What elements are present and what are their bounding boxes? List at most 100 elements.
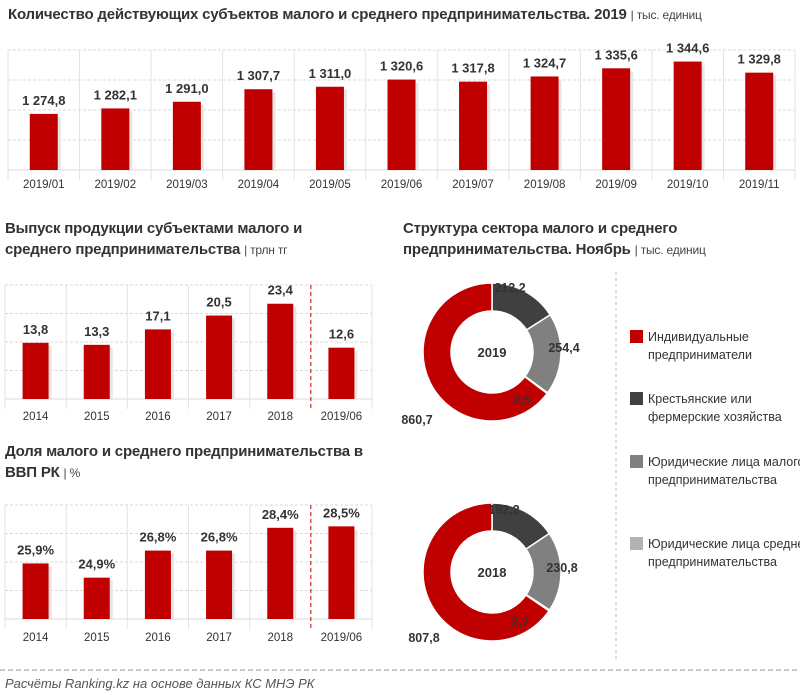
- chart2-unit: | трлн тг: [244, 243, 288, 257]
- bar: [29, 113, 58, 170]
- data-label: 1 344,6: [666, 41, 709, 56]
- legend-swatch: [630, 455, 643, 468]
- donut-data-label: 230,8: [546, 561, 577, 575]
- legend-label: Индивидуальные предприниматели: [648, 330, 752, 362]
- bar: [602, 68, 631, 170]
- donut-data-label: 807,8: [408, 631, 439, 645]
- bar: [244, 89, 273, 170]
- x-tick-label: 2019/03: [166, 179, 208, 191]
- bar: [83, 577, 110, 619]
- bar-chart-3: 25,9% 2014 24,9% 2015 26,8% 2016 26,8% 2017 28,4…: [4, 504, 373, 644]
- data-label: 1 274,8: [22, 93, 65, 108]
- x-tick-label: 2019/06: [381, 179, 423, 191]
- bar: [144, 329, 171, 399]
- bar: [22, 342, 49, 399]
- data-label: 13,3: [84, 324, 109, 339]
- data-label: 12,6: [329, 327, 354, 342]
- bar: [267, 527, 294, 619]
- x-tick-label: 2019/07: [452, 179, 494, 191]
- x-tick-label: 2019/02: [95, 179, 137, 191]
- bar: [745, 72, 774, 170]
- legend-swatch: [630, 537, 643, 550]
- chart4-unit: | тыс. единиц: [634, 243, 706, 257]
- x-tick-label: 2015: [84, 632, 110, 644]
- legend-label: Юридические лица среднего предпринимател…: [648, 537, 800, 569]
- donut-slice: [422, 502, 551, 642]
- x-tick-label: 2019/08: [524, 179, 566, 191]
- x-tick-label: 2019/01: [23, 179, 65, 191]
- chart2-title: Выпуск продукции субъектами малого и сре…: [5, 220, 303, 258]
- bar: [315, 86, 344, 170]
- donut-slice: [422, 282, 549, 422]
- bar: [22, 563, 49, 619]
- data-label: 25,9%: [17, 542, 54, 557]
- data-label: 28,4%: [262, 507, 299, 522]
- bar: [328, 526, 355, 619]
- bar-chart-1: 1 274,8 2019/01 1 282,1 2019/02 1 291,0 2019/…: [7, 41, 796, 191]
- donut-data-label: 860,7: [401, 413, 432, 427]
- legend-label: Юридические лица малого предпринимательс…: [648, 455, 800, 487]
- data-label: 1 329,8: [738, 52, 781, 67]
- data-label: 1 291,0: [165, 81, 208, 96]
- legend-label: Крестьянские или фермерские хозяйства: [648, 392, 782, 424]
- legend-swatch: [630, 392, 643, 405]
- x-tick-label: 2019/04: [238, 179, 280, 191]
- bar: [530, 76, 559, 170]
- x-tick-label: 2019/06: [321, 411, 363, 423]
- bar: [267, 303, 294, 399]
- bar: [459, 81, 488, 170]
- data-label: 23,4: [268, 283, 294, 298]
- bar: [387, 79, 416, 170]
- data-label: 26,8%: [201, 530, 238, 545]
- x-tick-label: 2016: [145, 632, 171, 644]
- data-label: 24,9%: [78, 557, 115, 572]
- chart1-unit: | тыс. единиц: [630, 8, 702, 22]
- donut-data-label: 2,7: [511, 615, 528, 629]
- data-label: 1 311,0: [309, 66, 352, 81]
- x-tick-label: 2014: [23, 632, 49, 644]
- bar: [206, 550, 233, 619]
- data-label: 1 335,6: [594, 47, 637, 62]
- donut-data-label: 254,4: [548, 341, 579, 355]
- x-tick-label: 2018: [267, 411, 293, 423]
- data-label: 1 320,6: [380, 59, 423, 74]
- chart4-title: Структура сектора малого и среднего пред…: [403, 220, 706, 258]
- bar: [206, 315, 233, 399]
- data-label: 17,1: [145, 308, 170, 323]
- donut-center-label: 2018: [478, 565, 507, 580]
- legend-swatch: [630, 330, 643, 343]
- x-tick-label: 2019/11: [739, 179, 780, 191]
- x-tick-label: 2018: [267, 632, 293, 644]
- bar-chart-2: 13,8 2014 13,3 2015 17,1 2016 20,5 2017 23,4 2018…: [4, 283, 373, 423]
- x-tick-label: 2019/05: [309, 179, 351, 191]
- x-tick-label: 2019/09: [595, 179, 637, 191]
- data-label: 1 317,8: [451, 61, 494, 76]
- data-label: 13,8: [23, 322, 48, 337]
- x-tick-label: 2019/06: [321, 632, 363, 644]
- data-label: 20,5: [206, 295, 231, 310]
- bar: [144, 550, 171, 619]
- donut-data-label: 212,2: [494, 281, 525, 295]
- donut-2018: 2018 807,8 192,2 230,8 2,7: [408, 502, 578, 645]
- bar: [101, 108, 130, 170]
- data-label: 1 282,1: [94, 87, 137, 102]
- x-tick-label: 2017: [206, 411, 232, 423]
- chart3-title: Доля малого и среднего предпринимательст…: [5, 443, 363, 481]
- chart3-unit: | %: [63, 466, 81, 480]
- source-footer: Расчёты Ranking.kz на основе данных КС М…: [5, 676, 315, 691]
- data-label: 26,8%: [139, 530, 176, 545]
- donut-center-label: 2019: [478, 345, 507, 360]
- x-tick-label: 2019/10: [667, 179, 709, 191]
- chart1-title: Количество действующих субъектов малого …: [8, 6, 702, 23]
- bar: [83, 344, 110, 399]
- x-tick-label: 2016: [145, 411, 171, 423]
- bar: [172, 101, 201, 170]
- donut-data-label: 2,5: [513, 393, 530, 407]
- data-label: 1 324,7: [523, 55, 566, 70]
- donut-2019: 2019 860,7 212,2 254,4 2,5: [401, 281, 579, 427]
- bar: [328, 347, 355, 399]
- data-label: 28,5%: [323, 505, 360, 520]
- data-label: 1 307,7: [237, 68, 280, 83]
- donut-data-label: 192,2: [488, 503, 519, 517]
